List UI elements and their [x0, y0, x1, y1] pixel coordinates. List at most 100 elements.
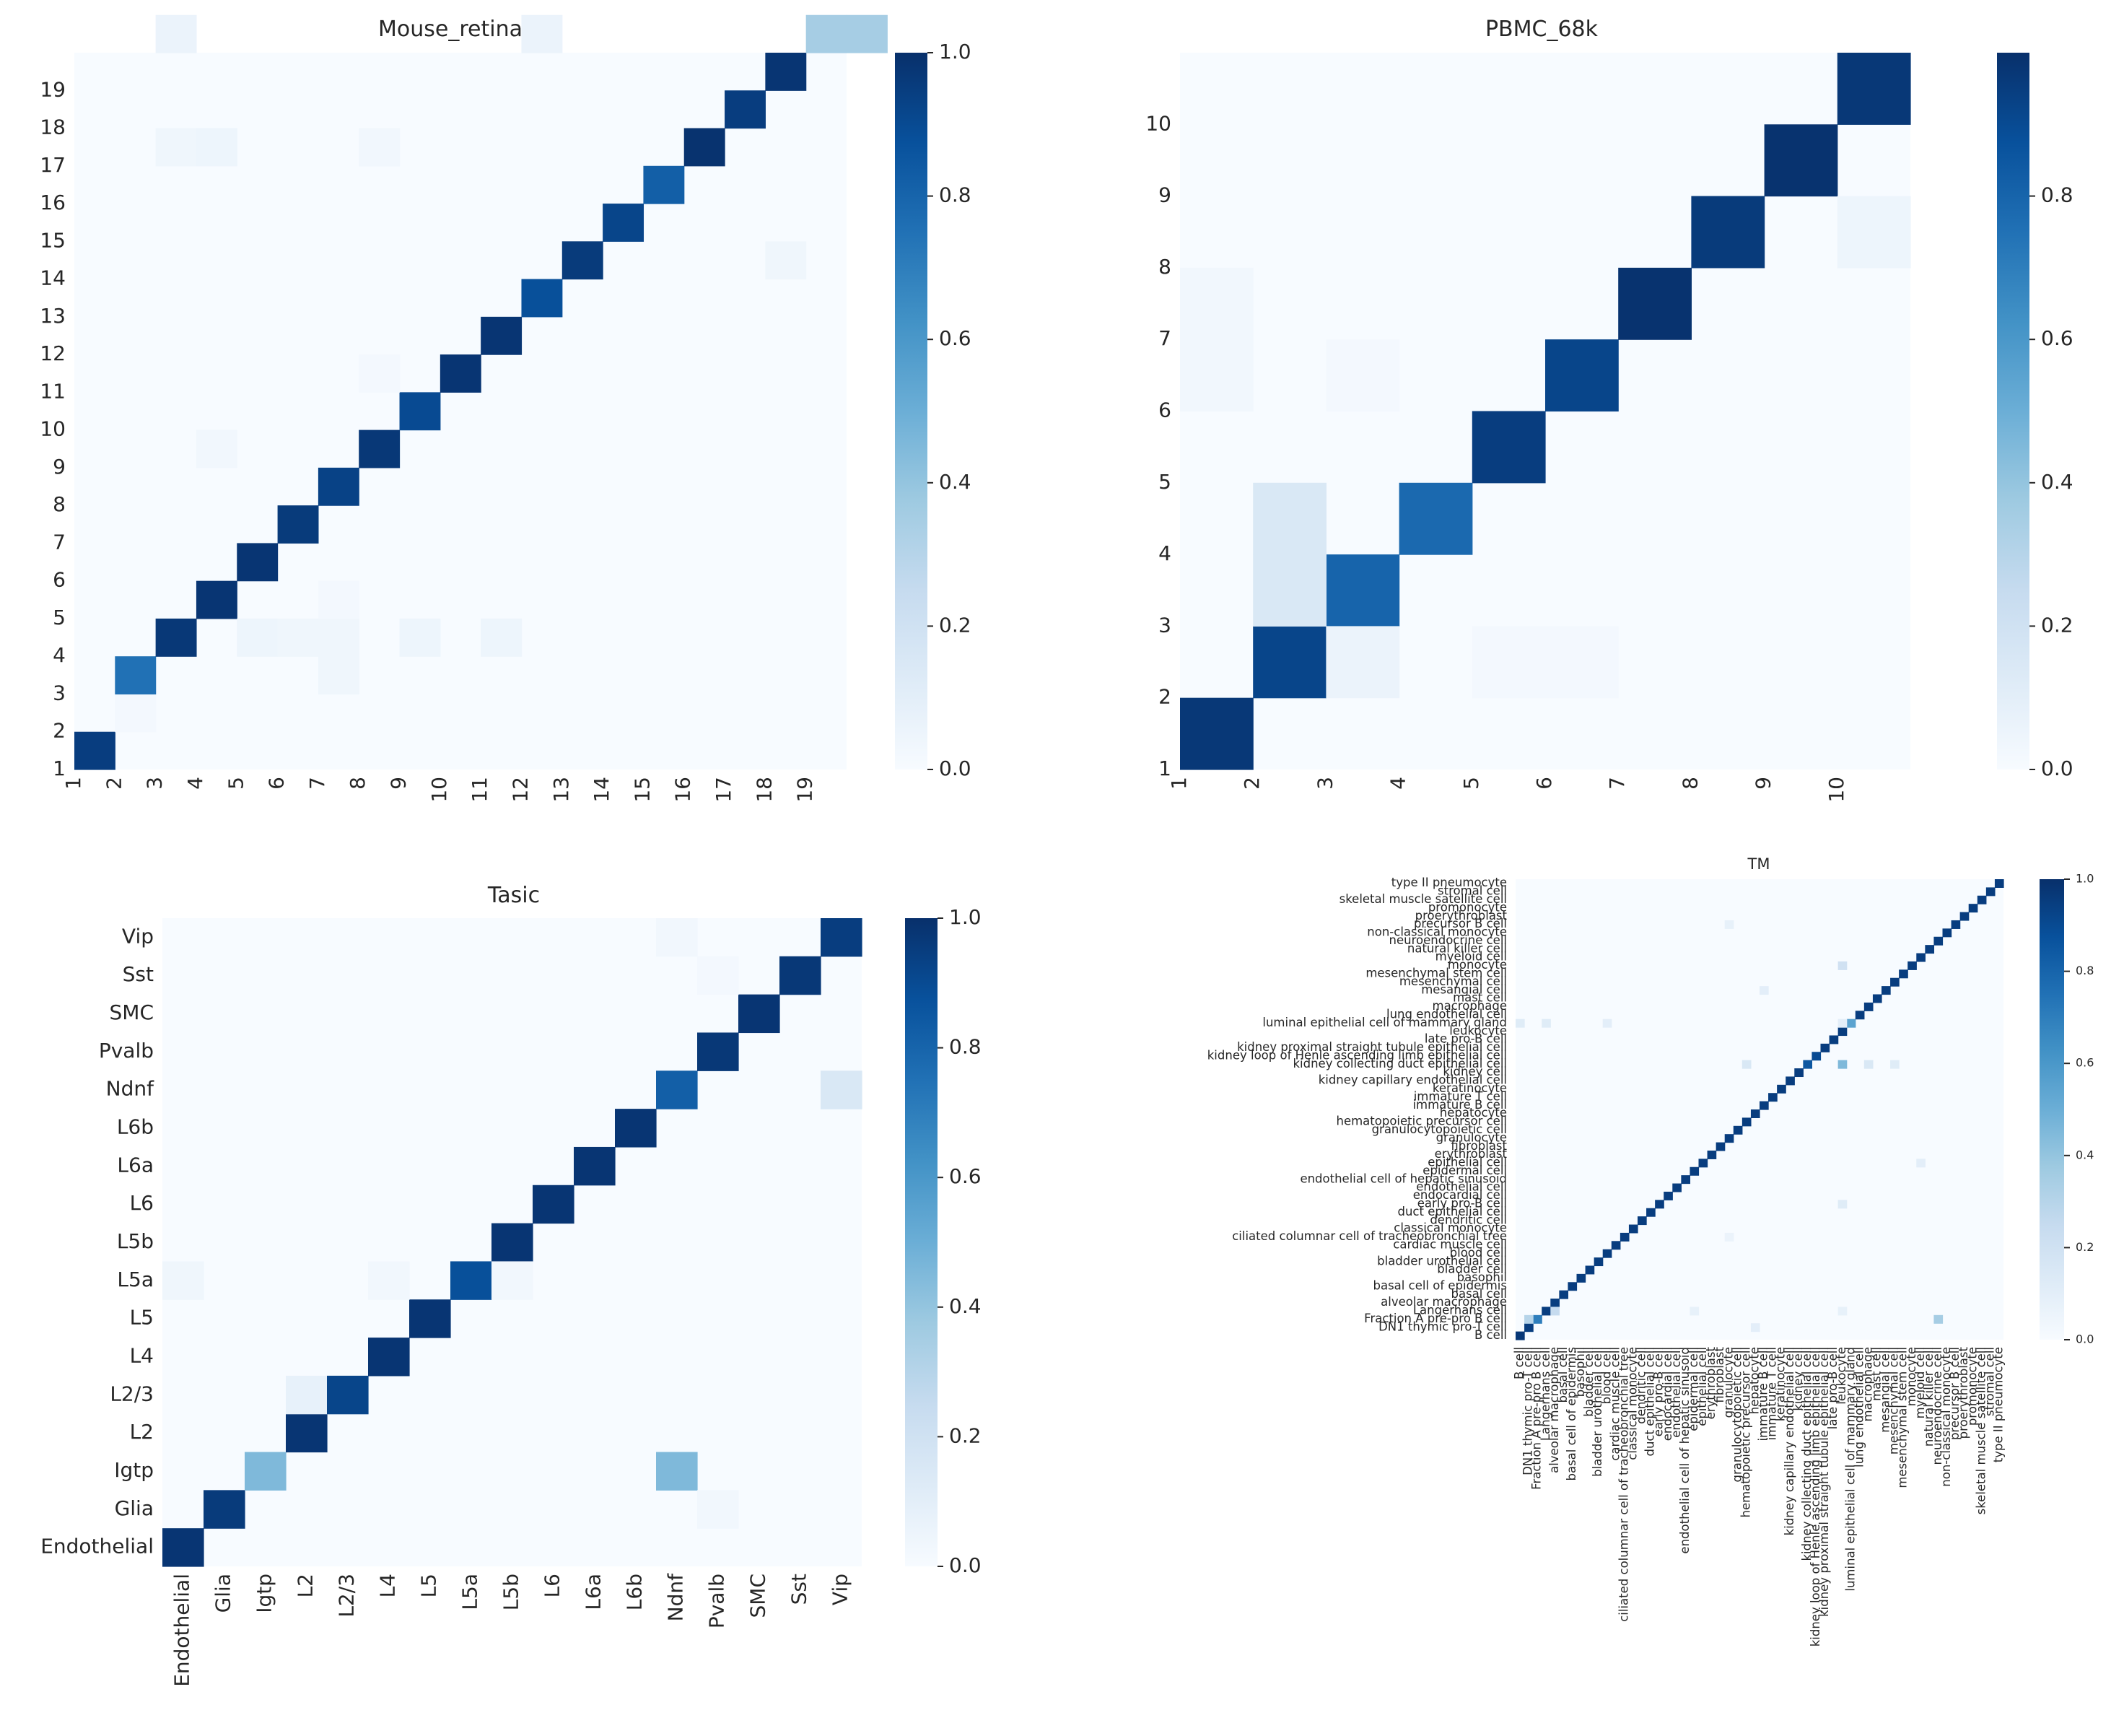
x-tick-label: 11	[468, 777, 491, 803]
y-tick-label: precursor B cell	[1414, 917, 1507, 930]
x-tick-label: 7	[1605, 777, 1629, 790]
heatmap-cell	[1855, 1011, 1865, 1020]
heatmap-cell	[399, 392, 441, 431]
y-tick-label: 3	[1158, 613, 1171, 637]
x-tick-label: non-classical monocyte	[1939, 1347, 1953, 1487]
x-tick-label: 8	[1678, 777, 1702, 790]
heatmap-cell	[1672, 1183, 1682, 1192]
y-tick-label: Vip	[122, 924, 154, 948]
x-tick-label: epidermal cell	[1687, 1347, 1700, 1431]
heatmap-cell	[1890, 977, 1900, 987]
y-tick-label: 4	[1158, 541, 1171, 565]
colorbar-tick-label: 0.0	[2041, 756, 2073, 780]
heatmap-cell	[1180, 267, 1254, 340]
x-tick-label: Endothelial	[170, 1574, 194, 1687]
y-tick-label: proerythroblast	[1415, 909, 1508, 922]
heatmap-cell	[1326, 554, 1400, 627]
heatmap-cell	[162, 1528, 204, 1567]
heatmap-cell	[1550, 1299, 1560, 1308]
x-tick-label: 9	[1752, 777, 1775, 790]
heatmap-cell	[1545, 339, 1619, 412]
heatmap-cell	[561, 241, 603, 280]
colorbar-tick-label: 0.6	[939, 326, 971, 350]
y-tick-label: natural killer cell	[1407, 941, 1507, 955]
y-tick-label: epithelial cell	[1428, 1156, 1507, 1169]
x-tick-label: L6b	[623, 1574, 647, 1610]
y-tick-label: 7	[1158, 326, 1171, 350]
y-tick-label: L5	[130, 1306, 154, 1330]
x-tick-label: L5	[417, 1574, 441, 1597]
y-tick-label: 1	[1158, 756, 1171, 780]
y-tick-label: 17	[40, 153, 66, 177]
x-tick-label: 5	[224, 777, 248, 790]
y-tick-label: Glia	[115, 1496, 154, 1520]
heatmap-cell	[491, 1223, 533, 1262]
y-tick-label: 15	[40, 228, 66, 252]
x-tick-label: classical monocyte	[1625, 1347, 1639, 1460]
heatmap-cell	[1326, 339, 1400, 412]
y-tick-label: L4	[130, 1343, 154, 1367]
x-tick-label: 10	[1824, 777, 1848, 803]
heatmap-cell	[155, 618, 197, 657]
x-tick-label: luminal epithelial cell of mammary gland	[1843, 1347, 1857, 1592]
colorbar-tick-label: 0.2	[939, 613, 971, 637]
x-tick-label: 6	[265, 777, 289, 790]
heatmap-cell	[1951, 920, 1961, 929]
y-tick-label: erythroblast	[1435, 1147, 1508, 1161]
heatmap-cell	[359, 128, 401, 167]
x-tick-label: leukocyte	[1835, 1347, 1848, 1405]
heatmap-cell	[196, 580, 237, 619]
heatmap-cell	[1994, 879, 2004, 888]
x-tick-label: mesangial cell	[1879, 1347, 1892, 1433]
colorbar-tick-label: 0.2	[2076, 1240, 2094, 1254]
x-tick-label: skeletal muscle satellite cell	[1974, 1347, 1988, 1514]
heatmap-cell	[1691, 196, 1765, 269]
y-tick-label: cardiac muscle cell	[1393, 1237, 1507, 1251]
heatmap-cell	[738, 994, 780, 1034]
x-tick-label: 6	[1532, 777, 1556, 790]
y-tick-label: bladder urothelial cell	[1377, 1254, 1507, 1268]
heatmap-cell	[481, 618, 523, 657]
x-tick-label: Glia	[211, 1574, 235, 1613]
heatmap-cell	[1698, 1159, 1708, 1168]
y-tick-label: late pro-B cell	[1425, 1032, 1507, 1046]
heatmap-cell	[1786, 1076, 1795, 1086]
heatmap-cell	[1568, 1282, 1578, 1291]
heatmap-cell	[1542, 1019, 1551, 1028]
x-tick-label: 4	[1386, 777, 1410, 790]
y-tick-label: L6	[130, 1191, 154, 1215]
y-tick-label: kidney loop of Henle ascending limb epit…	[1207, 1048, 1507, 1062]
heatmap-cell	[1180, 697, 1254, 770]
y-tick-label: keratinocyte	[1433, 1081, 1507, 1095]
x-tick-label: 19	[793, 777, 817, 803]
x-tick-label: kidney proximal straight tubule epitheli…	[1817, 1347, 1831, 1617]
y-tick-label: endothelial cell	[1416, 1180, 1507, 1194]
colorbar-tick-label: 0.0	[949, 1553, 982, 1577]
y-tick-label: 18	[40, 115, 66, 139]
x-tick-label: 7	[305, 777, 329, 790]
heatmap-cell	[615, 1109, 657, 1148]
colorbar	[905, 918, 938, 1566]
heatmap-cell	[1533, 1314, 1542, 1324]
y-tick-label: 1	[53, 756, 66, 780]
y-tick-label: 16	[40, 191, 66, 214]
x-tick-label: Fraction A pre-pro B cell	[1530, 1347, 1544, 1490]
y-tick-label: L2/3	[110, 1382, 154, 1405]
heatmap-cell	[1545, 626, 1619, 699]
x-tick-label: ciliated columnar cell of tracheobronchi…	[1617, 1347, 1630, 1622]
heatmap-cell	[1942, 928, 1952, 938]
heatmap-cell	[1837, 1060, 1848, 1069]
heatmap-cell	[1681, 1175, 1691, 1185]
heatmap-cell	[533, 1185, 574, 1224]
y-tick-label: L6a	[117, 1153, 154, 1177]
x-tick-label: proerythroblast	[1957, 1346, 1970, 1439]
x-tick-label: promonocyte	[1965, 1347, 1979, 1426]
x-tick-label: mesenchymal cell	[1887, 1347, 1901, 1454]
colorbar-tick-label: 1.0	[949, 905, 982, 929]
heatmap-cell	[1576, 1273, 1586, 1283]
x-tick-label: mast cell	[1869, 1347, 1883, 1401]
x-tick-label: 5	[1459, 777, 1483, 790]
y-tick-label: ciliated columnar cell of tracheobronchi…	[1232, 1229, 1507, 1243]
heatmap-cell	[245, 1452, 287, 1491]
heatmap-cell	[1611, 1241, 1621, 1250]
